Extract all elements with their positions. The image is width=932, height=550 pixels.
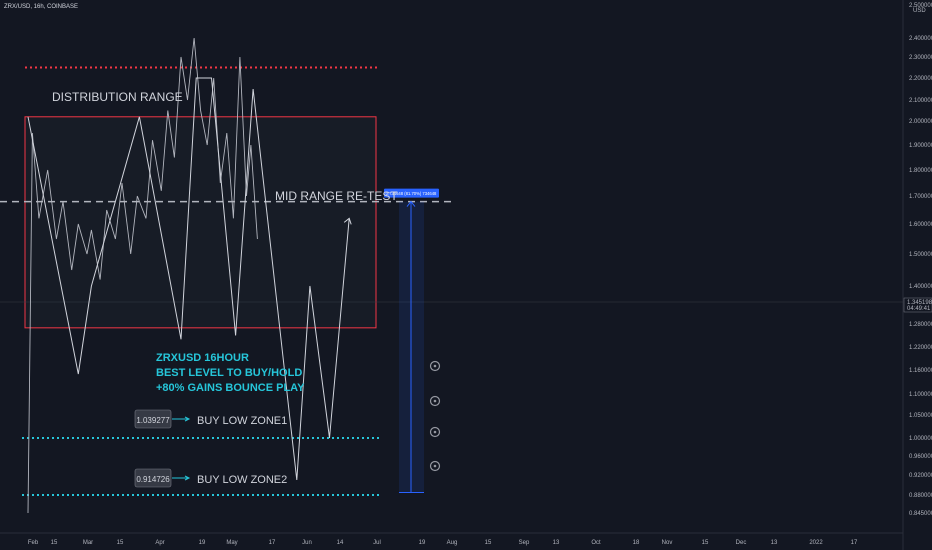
target-icon [429, 426, 441, 438]
x-tick-label: Oct [591, 540, 601, 546]
x-tick-label: 13 [771, 540, 778, 546]
distribution-range-box [24, 116, 377, 329]
target-icon-dot [433, 399, 437, 403]
x-tick-label: Mar [83, 540, 93, 546]
y-tick-label: 1.100000 [909, 392, 932, 398]
y-tick-label: 2.300000 [909, 55, 932, 61]
x-tick-label: 15 [702, 540, 709, 546]
y-tick-label: 1.600000 [909, 222, 932, 228]
y-tick-label: 1.900000 [909, 143, 932, 149]
target-icon [429, 360, 441, 372]
x-tick-label: 15 [51, 540, 58, 546]
strategy-note-line: BEST LEVEL TO BUY/HOLD [156, 367, 302, 379]
x-tick-label: Jun [302, 540, 312, 546]
distribution-range-label: DISTRIBUTION RANGE [52, 90, 183, 104]
y-tick-label: 2.400000 [909, 36, 932, 42]
x-tick-label: Apr [155, 540, 164, 546]
price-line [27, 37, 258, 514]
strategy-note-line: +80% GAINS BOUNCE PLAY [156, 382, 305, 394]
y-tick-label: 2.200000 [909, 76, 932, 82]
y-tick-label: 1.160000 [909, 368, 932, 374]
target-icon-dot [433, 364, 437, 368]
target-icon [429, 460, 441, 472]
y-tick-label: 1.400000 [909, 284, 932, 290]
current-price-label: 1.345198 [907, 300, 932, 306]
y-tick-label: 1.280000 [909, 322, 932, 328]
buy-zone-2-price: 0.914726 [136, 475, 170, 484]
buy-zone-2-label: BUY LOW ZONE2 [197, 474, 287, 486]
x-tick-label: 15 [117, 540, 124, 546]
y-tick-label: 1.050000 [909, 413, 932, 419]
current-price-tag [903, 297, 932, 313]
mid-range-retest-label: MID RANGE RE-TEST [275, 189, 398, 203]
x-tick-label: 2022 [809, 540, 823, 546]
x-tick-label: 18 [633, 540, 640, 546]
y-tick-label: 0.845000 [909, 511, 932, 517]
measure-label: 0.734648 (81.70%) 734648 [386, 191, 437, 196]
x-tick-label: Jul [373, 540, 381, 546]
measure-label-bg [384, 188, 439, 198]
y-tick-label: 1.000000 [909, 436, 932, 442]
x-tick-label: Feb [28, 540, 39, 546]
projection-arrowhead [343, 217, 352, 225]
x-tick-label: 19 [419, 540, 426, 546]
countdown-label: 04:49:41 [907, 306, 931, 312]
y-axis-unit: USD [913, 8, 926, 14]
y-tick-label: 1.220000 [909, 345, 932, 351]
x-tick-label: Aug [447, 540, 458, 546]
y-tick-label: 1.800000 [909, 168, 932, 174]
x-tick-label: 17 [269, 540, 276, 546]
y-tick-label: 0.960000 [909, 454, 932, 460]
x-tick-label: 19 [199, 540, 206, 546]
projection-path [27, 77, 350, 481]
x-tick-label: 14 [337, 540, 344, 546]
target-icon [429, 395, 441, 407]
y-tick-label: 0.880000 [909, 493, 932, 499]
buy-zone-2-arrow-head [184, 475, 191, 481]
x-tick-label: Sep [519, 540, 530, 546]
y-tick-label: 1.500000 [909, 252, 932, 258]
x-tick-label: 17 [851, 540, 858, 546]
y-tick-label: 2.100000 [909, 98, 932, 104]
x-tick-label: 13 [553, 540, 560, 546]
x-tick-label: May [226, 540, 237, 546]
x-tick-label: Dec [736, 540, 747, 546]
buy-zone-1-price-bg [134, 409, 172, 429]
y-tick-label: 1.700000 [909, 194, 932, 200]
x-tick-label: Nov [662, 540, 673, 546]
buy-zone-1-arrow-head [184, 416, 191, 422]
buy-zone-1-price: 1.039277 [136, 416, 170, 425]
target-icon-dot [433, 430, 437, 434]
x-tick-label: 15 [485, 540, 492, 546]
target-icon-dot [433, 464, 437, 468]
buy-zone-1-label: BUY LOW ZONE1 [197, 415, 287, 427]
y-tick-label: 2.000000 [909, 119, 932, 125]
buy-zone-2-price-bg [134, 468, 172, 488]
y-tick-label: 2.500000 [909, 3, 932, 9]
measure-arrowhead [406, 200, 416, 207]
strategy-note-line: ZRXUSD 16HOUR [156, 352, 249, 364]
y-tick-label: 0.920000 [909, 473, 932, 479]
symbol-label: ZRX/USD, 16h, COINBASE [4, 4, 79, 10]
